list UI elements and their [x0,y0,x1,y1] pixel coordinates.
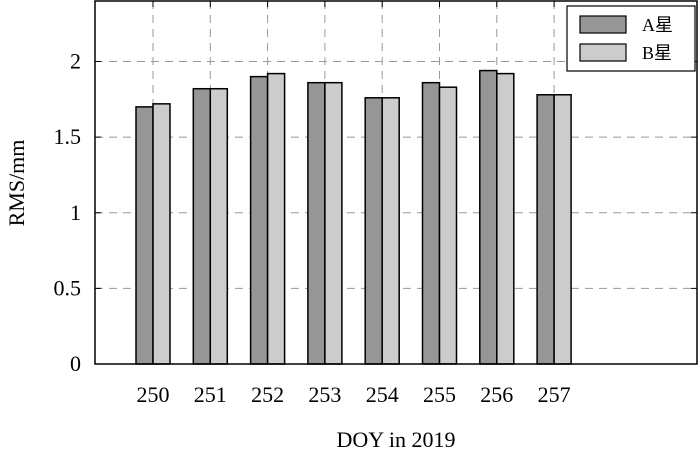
bar-a-256 [479,69,498,365]
bar-b-255 [438,86,458,365]
bar-b-256 [496,72,515,365]
bar-a-252 [249,75,269,365]
bar-b-252 [266,72,286,365]
plot-frame [94,0,698,365]
bars [135,69,572,365]
bar-a-254 [364,97,383,365]
bar-b-250 [152,103,171,365]
x-tick-label: 254 [366,382,399,407]
x-tick-label: 250 [137,382,170,407]
y-tick-label: 1 [70,200,81,225]
x-tick-label: 252 [251,382,284,407]
x-tick-label: 256 [480,382,513,407]
bar-b-254 [381,97,400,365]
x-tick-label: 257 [538,382,571,407]
y-tick-label: 1.5 [54,124,82,149]
bar-b-257 [553,94,572,365]
y-tick-label: 0 [70,351,81,376]
bar-a-251 [192,87,212,365]
bar-b-251 [209,87,229,365]
legend: A星 B星 [566,5,696,72]
bar-a-255 [421,81,441,365]
legend-label-a: A星 [642,15,673,35]
x-tick-label: 251 [194,382,227,407]
y-tick-label: 0.5 [54,275,82,300]
x-axis-label: DOY in 2019 [337,427,456,452]
legend-swatch-a [579,15,627,34]
legend-swatch-b [579,43,627,62]
x-tick-label: 253 [308,382,341,407]
y-tick-label: 2 [70,49,81,74]
bar-a-253 [307,81,326,365]
x-tick-label: 255 [423,382,456,407]
bar-b-253 [324,81,343,365]
bar-a-250 [135,106,154,365]
legend-label-b: B星 [642,43,672,63]
bar-a-257 [536,94,555,365]
y-axis-label: RMS/mm [4,140,29,227]
